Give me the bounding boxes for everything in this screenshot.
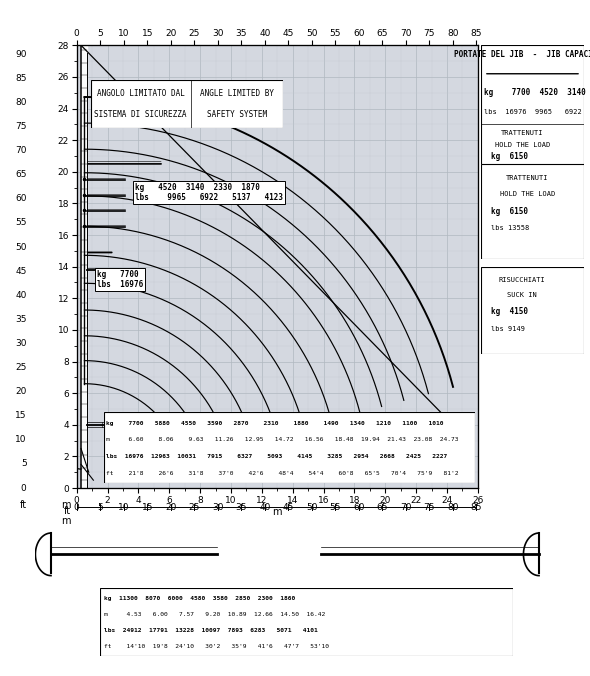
Text: 70: 70: [15, 146, 27, 155]
Text: 25: 25: [189, 502, 200, 512]
Text: lbs  16976  9965   6922   5137  4123: lbs 16976 9965 6922 5137 4123: [484, 109, 590, 115]
Text: 50: 50: [306, 502, 317, 512]
Text: 55: 55: [330, 502, 341, 512]
Text: 5: 5: [97, 502, 103, 512]
Text: 30: 30: [212, 502, 224, 512]
Text: 65: 65: [376, 502, 388, 512]
Text: 65: 65: [15, 170, 27, 179]
Text: 60: 60: [353, 502, 365, 512]
Text: ft    21'8    26'6    31'8    37'0    42'6    48'4    54'4    60'8   65'5   70'4: ft 21'8 26'6 31'8 37'0 42'6 48'4 54'4 60…: [106, 471, 459, 476]
Text: TRATTENUTI: TRATTENUTI: [501, 130, 543, 136]
Text: 15: 15: [15, 411, 27, 420]
Text: PORTATE DEL JIB  -  JIB CAPACITIES: PORTATE DEL JIB - JIB CAPACITIES: [454, 50, 590, 59]
Text: 75: 75: [15, 122, 27, 131]
Text: lbs  24912  17791  13228  10097  7893  6283   5071   4101: lbs 24912 17791 13228 10097 7893 6283 50…: [104, 628, 317, 633]
Text: 50: 50: [15, 243, 27, 251]
Text: 30: 30: [15, 339, 27, 348]
Text: TRATTENUTI: TRATTENUTI: [506, 175, 549, 181]
Text: ft    14'10  19'8  24'10   30'2   35'9   41'6   47'7   53'10: ft 14'10 19'8 24'10 30'2 35'9 41'6 47'7 …: [104, 644, 329, 649]
Text: kg  11300  8070  6000  4580  3580  2850  2300  1860: kg 11300 8070 6000 4580 3580 2850 2300 1…: [104, 596, 295, 602]
Text: m: m: [61, 500, 71, 510]
Text: 20: 20: [15, 387, 27, 396]
Text: SAFETY SYSTEM: SAFETY SYSTEM: [207, 110, 267, 119]
Text: lbs 13558: lbs 13558: [491, 225, 529, 231]
Text: ANGLE LIMITED BY: ANGLE LIMITED BY: [200, 89, 274, 98]
Text: m: m: [61, 516, 71, 525]
Text: 35: 35: [15, 315, 27, 324]
Text: 35: 35: [235, 502, 247, 512]
Text: 40: 40: [259, 502, 271, 512]
Text: kg   7700
lbs  16976: kg 7700 lbs 16976: [97, 270, 143, 289]
Text: lbs  16976  12963  10031   7915    6327    5093    4145    3285   2954   2668   : lbs 16976 12963 10031 7915 6327 5093 414…: [106, 454, 448, 460]
Text: kg  4150: kg 4150: [491, 308, 528, 316]
Text: 85: 85: [15, 74, 27, 83]
Text: 0: 0: [21, 483, 27, 493]
Text: kg   4520  3140  2330  1870
lbs    9965   6922   5137   4123: kg 4520 3140 2330 1870 lbs 9965 6922 513…: [135, 183, 283, 202]
Text: 90: 90: [15, 50, 27, 59]
Text: 55: 55: [15, 218, 27, 227]
Text: RISUCCHIATI: RISUCCHIATI: [499, 276, 546, 283]
Text: 45: 45: [15, 266, 27, 276]
Text: 70: 70: [400, 502, 412, 512]
Text: 45: 45: [283, 502, 294, 512]
Text: kg  6150: kg 6150: [491, 152, 528, 162]
Text: SUCK IN: SUCK IN: [507, 291, 537, 297]
Text: ft: ft: [64, 506, 71, 516]
Text: SISTEMA DI SICUREZZA: SISTEMA DI SICUREZZA: [94, 110, 187, 119]
Text: HOLD THE LOAD: HOLD THE LOAD: [494, 142, 550, 148]
Text: m     4.53   6.00   7.57   9.20  10.89  12.66  14.50  16.42: m 4.53 6.00 7.57 9.20 10.89 12.66 14.50 …: [104, 612, 325, 617]
Text: 15°: 15°: [311, 414, 324, 423]
Text: 25: 25: [15, 363, 27, 372]
Text: 20: 20: [165, 502, 176, 512]
Text: HOLD THE LOAD: HOLD THE LOAD: [500, 191, 555, 197]
Text: kg  6150: kg 6150: [491, 207, 528, 216]
Text: kg    7700   5880   4550   3590   2870    2310    1880    1490   1340   1210   1: kg 7700 5880 4550 3590 2870 2310 1880 14…: [106, 421, 444, 426]
Text: 0: 0: [74, 502, 80, 512]
Text: 80: 80: [447, 502, 458, 512]
Text: m     6.60    8.06    9.63   11.26   12.95   14.72   16.56   18.48  19.94  21.43: m 6.60 8.06 9.63 11.26 12.95 14.72 16.56…: [106, 437, 459, 442]
Text: 40: 40: [15, 291, 27, 299]
Text: 10: 10: [15, 435, 27, 444]
X-axis label: m: m: [273, 508, 282, 518]
Text: ANGOLO LIMITATO DAL: ANGOLO LIMITATO DAL: [97, 89, 185, 98]
Text: 60: 60: [15, 195, 27, 203]
Text: ft: ft: [19, 500, 27, 510]
Text: 15: 15: [142, 502, 153, 512]
Text: lbs 9149: lbs 9149: [491, 327, 525, 333]
Text: kg    7700  4520  3140  2330  1870: kg 7700 4520 3140 2330 1870: [484, 89, 590, 97]
Text: 85: 85: [471, 502, 482, 512]
Text: 75: 75: [424, 502, 435, 512]
Text: 5: 5: [21, 460, 27, 468]
Text: 10: 10: [118, 502, 129, 512]
Text: 80: 80: [15, 98, 27, 107]
